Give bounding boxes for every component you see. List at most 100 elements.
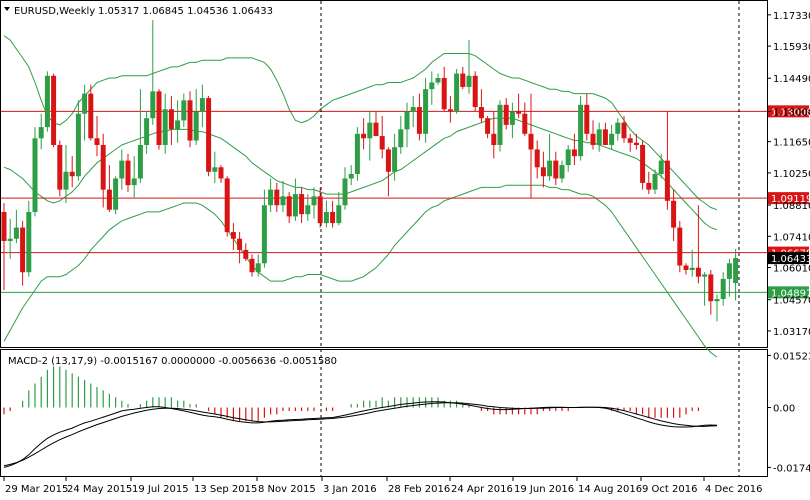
candle xyxy=(503,98,509,130)
candle xyxy=(44,71,50,132)
candle-body xyxy=(44,75,50,128)
price-tick-label: 1.04570 xyxy=(773,296,810,307)
time-tick-label: 24 Apr 2016 xyxy=(451,484,513,495)
candle xyxy=(268,178,274,212)
candle xyxy=(497,100,503,152)
candle-body xyxy=(32,138,38,212)
candle xyxy=(652,169,658,195)
candle xyxy=(398,115,404,154)
ohlc-values: 1.05317 1.06845 1.04536 1.06433 xyxy=(98,6,273,17)
candle-body xyxy=(144,118,150,145)
candle xyxy=(590,120,596,150)
time-tick-label: 29 Mar 2015 xyxy=(5,484,68,495)
candle xyxy=(447,95,453,123)
candle-body xyxy=(299,194,305,215)
candle xyxy=(454,69,460,114)
dropdown-triangle-icon[interactable] xyxy=(4,7,10,11)
candle xyxy=(708,269,714,315)
candle xyxy=(578,95,584,161)
candle-body xyxy=(702,274,708,277)
candle-body xyxy=(509,111,515,125)
candle xyxy=(336,191,342,226)
candle-body xyxy=(441,78,447,110)
candle-body xyxy=(423,89,429,134)
level-tag-text-0: 1.13006 xyxy=(771,107,810,118)
candle xyxy=(658,153,664,179)
candle xyxy=(720,272,726,306)
bollinger-lower-line xyxy=(3,184,718,358)
candle-body xyxy=(38,127,44,139)
candle xyxy=(20,220,26,286)
candle xyxy=(274,182,280,212)
candle xyxy=(255,254,261,277)
candle xyxy=(206,95,212,177)
candle-body xyxy=(478,107,484,119)
candle-body xyxy=(212,167,218,172)
candle xyxy=(478,89,484,123)
candle-body xyxy=(516,111,522,114)
candle-body xyxy=(113,178,119,210)
time-tick-label: 24 May 2015 xyxy=(67,484,132,495)
candle-body xyxy=(695,267,701,277)
candle xyxy=(330,200,336,228)
candle xyxy=(733,248,739,301)
candle xyxy=(230,223,236,250)
candle-body xyxy=(367,122,373,139)
level-tag-3 xyxy=(768,286,809,299)
candle-body xyxy=(305,205,311,215)
candle xyxy=(13,209,19,244)
candle-body xyxy=(131,178,137,186)
candle xyxy=(1,203,7,291)
candle xyxy=(429,71,435,105)
period-separators xyxy=(320,1,740,476)
candle-body xyxy=(627,138,633,143)
candle-body xyxy=(447,109,453,112)
candle-body xyxy=(168,109,174,130)
price-tick-label: 1.17330 xyxy=(773,11,810,22)
candle-body xyxy=(590,133,596,145)
candle-body xyxy=(602,129,608,145)
candle xyxy=(280,180,286,212)
candle xyxy=(367,111,373,161)
candle xyxy=(466,40,472,94)
candle xyxy=(441,66,447,112)
candle-body xyxy=(646,182,652,190)
candle xyxy=(683,263,689,275)
candle xyxy=(26,200,32,277)
candle-body xyxy=(274,189,280,206)
candle xyxy=(354,127,360,181)
time-tick-label: 19 Jun 2016 xyxy=(514,484,574,495)
candle xyxy=(94,115,100,157)
candle xyxy=(677,220,683,273)
candle xyxy=(237,232,243,264)
candle-body xyxy=(317,196,323,224)
candle xyxy=(602,122,608,145)
macd-axis: 0.015232 0.00 -0.017483 xyxy=(767,351,810,474)
candle-body xyxy=(565,149,571,166)
candle-body xyxy=(708,274,714,302)
candle-body xyxy=(584,104,590,134)
candle xyxy=(249,254,255,277)
level-tag-1 xyxy=(768,192,809,205)
candle-body xyxy=(404,111,410,130)
candle xyxy=(32,127,38,217)
macd-panel-frame xyxy=(0,349,768,477)
candle-body xyxy=(410,107,416,112)
candle xyxy=(317,187,323,228)
candle-body xyxy=(689,267,695,270)
candle-body xyxy=(348,174,354,179)
candle xyxy=(106,165,112,212)
candle xyxy=(423,78,429,143)
time-tick-label: 13 Sep 2015 xyxy=(194,484,257,495)
candle-body xyxy=(150,91,156,119)
candle-body xyxy=(416,107,422,134)
candle xyxy=(633,133,639,150)
candle xyxy=(404,102,410,148)
candle xyxy=(82,84,88,141)
candlesticks[interactable] xyxy=(1,19,739,322)
current-price-tag xyxy=(768,252,809,265)
candle-body xyxy=(63,171,69,190)
candle xyxy=(193,89,199,145)
